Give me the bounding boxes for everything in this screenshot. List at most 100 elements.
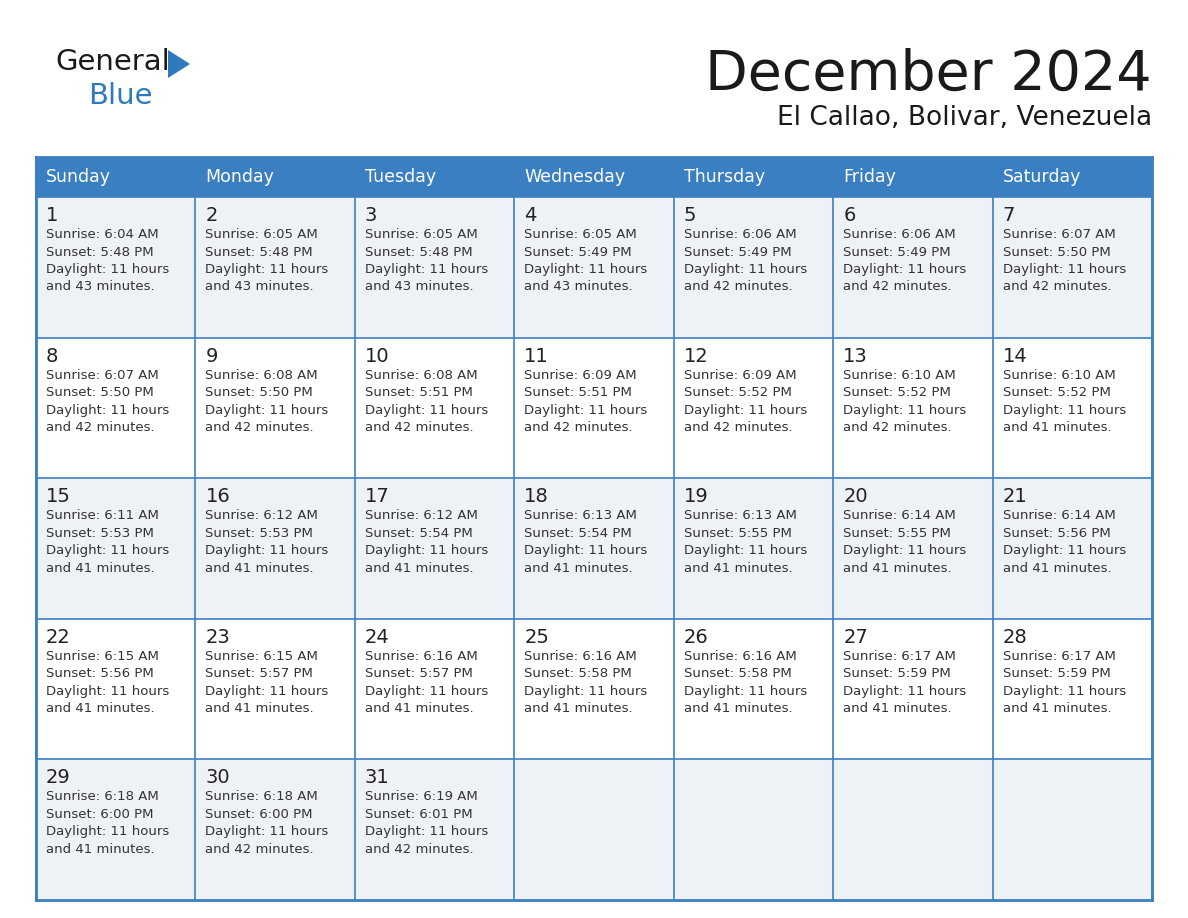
Text: Sunset: 5:49 PM: Sunset: 5:49 PM [524, 245, 632, 259]
Bar [36, 759, 196, 900]
Text: 12: 12 [684, 347, 708, 365]
Text: 15: 15 [46, 487, 71, 506]
Text: 20: 20 [843, 487, 867, 506]
Text: Sunrise: 6:08 AM: Sunrise: 6:08 AM [365, 369, 478, 382]
Bar [833, 478, 992, 619]
Text: General: General [55, 48, 170, 76]
Bar [355, 197, 514, 338]
Text: Daylight: 11 hours: Daylight: 11 hours [46, 404, 169, 417]
Text: and 42 minutes.: and 42 minutes. [46, 421, 154, 434]
Bar [674, 157, 833, 197]
Text: 22: 22 [46, 628, 71, 647]
Text: and 43 minutes.: and 43 minutes. [206, 281, 314, 294]
Text: Daylight: 11 hours: Daylight: 11 hours [684, 544, 807, 557]
Text: and 41 minutes.: and 41 minutes. [1003, 702, 1111, 715]
Bar [514, 197, 674, 338]
Text: Daylight: 11 hours: Daylight: 11 hours [843, 404, 966, 417]
Polygon shape [168, 50, 190, 78]
Text: 2: 2 [206, 206, 217, 225]
Text: Daylight: 11 hours: Daylight: 11 hours [524, 263, 647, 276]
Bar [674, 619, 833, 759]
Bar [514, 478, 674, 619]
Text: Sunset: 5:55 PM: Sunset: 5:55 PM [684, 527, 791, 540]
Text: Sunset: 5:57 PM: Sunset: 5:57 PM [206, 667, 314, 680]
Bar [196, 759, 355, 900]
Text: Sunrise: 6:07 AM: Sunrise: 6:07 AM [46, 369, 159, 382]
Text: Daylight: 11 hours: Daylight: 11 hours [1003, 263, 1126, 276]
Text: Daylight: 11 hours: Daylight: 11 hours [206, 263, 329, 276]
Text: and 41 minutes.: and 41 minutes. [46, 843, 154, 856]
Text: Monday: Monday [206, 168, 274, 186]
Text: and 41 minutes.: and 41 minutes. [365, 702, 474, 715]
Text: Sunset: 5:58 PM: Sunset: 5:58 PM [524, 667, 632, 680]
Text: Daylight: 11 hours: Daylight: 11 hours [365, 685, 488, 698]
Text: Sunrise: 6:15 AM: Sunrise: 6:15 AM [46, 650, 159, 663]
Text: 23: 23 [206, 628, 230, 647]
Text: and 42 minutes.: and 42 minutes. [365, 421, 474, 434]
Text: Sunrise: 6:17 AM: Sunrise: 6:17 AM [843, 650, 956, 663]
Text: and 41 minutes.: and 41 minutes. [365, 562, 474, 575]
Text: Sunrise: 6:16 AM: Sunrise: 6:16 AM [684, 650, 796, 663]
Bar [833, 197, 992, 338]
Text: and 41 minutes.: and 41 minutes. [524, 702, 633, 715]
Text: and 41 minutes.: and 41 minutes. [1003, 562, 1111, 575]
Text: and 42 minutes.: and 42 minutes. [684, 281, 792, 294]
Text: and 41 minutes.: and 41 minutes. [1003, 421, 1111, 434]
Bar [833, 759, 992, 900]
Text: Sunrise: 6:09 AM: Sunrise: 6:09 AM [524, 369, 637, 382]
Bar [514, 619, 674, 759]
Text: December 2024: December 2024 [706, 48, 1152, 102]
Text: Daylight: 11 hours: Daylight: 11 hours [843, 544, 966, 557]
Text: and 41 minutes.: and 41 minutes. [684, 702, 792, 715]
Text: 3: 3 [365, 206, 378, 225]
Bar [196, 619, 355, 759]
Text: 7: 7 [1003, 206, 1015, 225]
Bar [355, 619, 514, 759]
Text: Sunrise: 6:06 AM: Sunrise: 6:06 AM [843, 228, 956, 241]
Text: and 42 minutes.: and 42 minutes. [843, 421, 952, 434]
Text: Sunrise: 6:07 AM: Sunrise: 6:07 AM [1003, 228, 1116, 241]
Text: Daylight: 11 hours: Daylight: 11 hours [843, 685, 966, 698]
Bar [514, 759, 674, 900]
Text: 25: 25 [524, 628, 549, 647]
Text: and 41 minutes.: and 41 minutes. [46, 702, 154, 715]
Text: 14: 14 [1003, 347, 1028, 365]
Text: Sunrise: 6:13 AM: Sunrise: 6:13 AM [524, 509, 637, 522]
Text: 1: 1 [46, 206, 58, 225]
Bar [36, 619, 196, 759]
Bar [992, 759, 1152, 900]
Text: Sunday: Sunday [46, 168, 110, 186]
Text: Sunset: 5:51 PM: Sunset: 5:51 PM [365, 386, 473, 399]
Text: Sunset: 6:00 PM: Sunset: 6:00 PM [206, 808, 312, 821]
Text: Sunset: 5:54 PM: Sunset: 5:54 PM [365, 527, 473, 540]
Bar [992, 478, 1152, 619]
Text: Daylight: 11 hours: Daylight: 11 hours [46, 544, 169, 557]
Text: Sunset: 5:55 PM: Sunset: 5:55 PM [843, 527, 952, 540]
Bar [992, 157, 1152, 197]
Bar [36, 197, 196, 338]
Text: 4: 4 [524, 206, 537, 225]
Text: 5: 5 [684, 206, 696, 225]
Text: Saturday: Saturday [1003, 168, 1081, 186]
Text: Sunrise: 6:05 AM: Sunrise: 6:05 AM [524, 228, 637, 241]
Text: 6: 6 [843, 206, 855, 225]
Bar [196, 338, 355, 478]
Text: Daylight: 11 hours: Daylight: 11 hours [524, 404, 647, 417]
Text: and 42 minutes.: and 42 minutes. [206, 843, 314, 856]
Text: Sunset: 5:48 PM: Sunset: 5:48 PM [46, 245, 153, 259]
Text: and 41 minutes.: and 41 minutes. [206, 562, 314, 575]
Text: Sunset: 5:50 PM: Sunset: 5:50 PM [46, 386, 153, 399]
Text: Sunset: 5:53 PM: Sunset: 5:53 PM [206, 527, 314, 540]
Text: Sunset: 5:51 PM: Sunset: 5:51 PM [524, 386, 632, 399]
Text: Daylight: 11 hours: Daylight: 11 hours [206, 685, 329, 698]
Text: and 41 minutes.: and 41 minutes. [684, 562, 792, 575]
Text: Sunset: 5:56 PM: Sunset: 5:56 PM [1003, 527, 1111, 540]
Text: and 42 minutes.: and 42 minutes. [684, 421, 792, 434]
Text: Sunset: 5:57 PM: Sunset: 5:57 PM [365, 667, 473, 680]
Text: and 41 minutes.: and 41 minutes. [843, 702, 952, 715]
Bar [674, 478, 833, 619]
Text: Sunrise: 6:18 AM: Sunrise: 6:18 AM [46, 790, 159, 803]
Bar [196, 157, 355, 197]
Text: Sunset: 5:50 PM: Sunset: 5:50 PM [206, 386, 314, 399]
Text: Sunrise: 6:05 AM: Sunrise: 6:05 AM [206, 228, 318, 241]
